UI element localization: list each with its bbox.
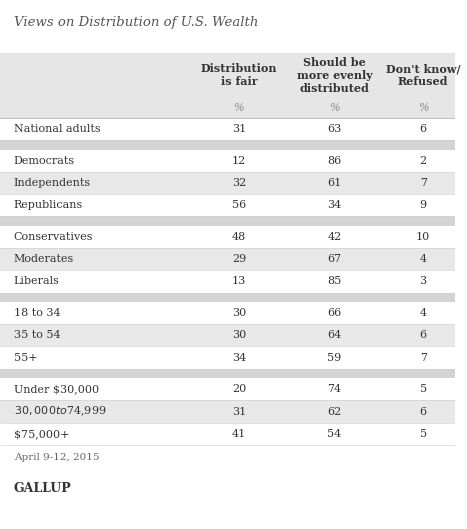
Text: 85: 85	[327, 277, 341, 286]
Text: Independents: Independents	[14, 178, 91, 188]
Text: 13: 13	[232, 277, 246, 286]
Text: 9: 9	[420, 200, 427, 210]
Text: Moderates: Moderates	[14, 254, 74, 264]
Bar	[0, 369, 455, 378]
Text: 61: 61	[327, 178, 341, 188]
Text: Views on Distribution of U.S. Wealth: Views on Distribution of U.S. Wealth	[14, 16, 258, 29]
Text: 48: 48	[232, 232, 246, 242]
Text: 74: 74	[327, 385, 341, 394]
Text: 34: 34	[327, 200, 341, 210]
Text: Republicans: Republicans	[14, 200, 83, 210]
Text: 30: 30	[232, 308, 246, 318]
Text: 2: 2	[420, 156, 427, 166]
Bar	[0, 293, 455, 302]
Bar	[0, 140, 455, 150]
Text: GALLUP: GALLUP	[14, 482, 71, 495]
Text: 12: 12	[232, 156, 246, 166]
Text: 5: 5	[420, 385, 427, 394]
Text: 4: 4	[420, 308, 427, 318]
Text: 54: 54	[327, 429, 341, 439]
Text: 55+: 55+	[14, 353, 37, 362]
Text: 6: 6	[420, 124, 427, 134]
Bar	[0, 302, 455, 324]
Text: 29: 29	[232, 254, 246, 264]
Text: 56: 56	[232, 200, 246, 210]
Bar	[0, 118, 455, 140]
Bar	[0, 248, 455, 270]
Text: 35 to 54: 35 to 54	[14, 331, 60, 340]
Bar	[0, 194, 455, 216]
Bar	[0, 53, 455, 98]
Bar	[0, 423, 455, 445]
Text: 66: 66	[327, 308, 341, 318]
Text: 62: 62	[327, 407, 341, 416]
Text: Democrats: Democrats	[14, 156, 75, 166]
Bar	[0, 98, 455, 118]
Text: $75,000+: $75,000+	[14, 429, 69, 439]
Text: 34: 34	[232, 353, 246, 362]
Text: 5: 5	[420, 429, 427, 439]
Text: 4: 4	[420, 254, 427, 264]
Text: 64: 64	[327, 331, 341, 340]
Text: $30,000 to $74,999: $30,000 to $74,999	[14, 405, 106, 418]
Text: Should be
more evenly
distributed: Should be more evenly distributed	[297, 57, 372, 94]
Text: Under $30,000: Under $30,000	[14, 385, 99, 394]
Text: 67: 67	[327, 254, 341, 264]
Text: 18 to 34: 18 to 34	[14, 308, 60, 318]
Text: %: %	[329, 103, 340, 113]
Text: 31: 31	[232, 407, 246, 416]
Text: 6: 6	[420, 407, 427, 416]
Text: Conservatives: Conservatives	[14, 232, 93, 242]
Text: Liberals: Liberals	[14, 277, 59, 286]
Text: National adults: National adults	[14, 124, 100, 134]
Bar	[0, 172, 455, 194]
Bar	[0, 324, 455, 346]
Text: 86: 86	[327, 156, 341, 166]
Bar	[0, 270, 455, 293]
Text: 59: 59	[327, 353, 341, 362]
Text: 7: 7	[420, 178, 427, 188]
Bar	[0, 150, 455, 172]
Text: Don't know/
Refused: Don't know/ Refused	[386, 63, 460, 87]
Text: 30: 30	[232, 331, 246, 340]
Text: 32: 32	[232, 178, 246, 188]
Text: April 9-12, 2015: April 9-12, 2015	[14, 453, 99, 462]
Text: 3: 3	[420, 277, 427, 286]
Text: 31: 31	[232, 124, 246, 134]
Text: 7: 7	[420, 353, 427, 362]
Bar	[0, 346, 455, 369]
Text: 6: 6	[420, 331, 427, 340]
Text: %: %	[234, 103, 244, 113]
Text: %: %	[418, 103, 429, 113]
Text: 63: 63	[327, 124, 341, 134]
Bar	[0, 216, 455, 226]
Text: 10: 10	[416, 232, 430, 242]
Text: 41: 41	[232, 429, 246, 439]
Text: 20: 20	[232, 385, 246, 394]
Bar	[0, 400, 455, 423]
Text: 42: 42	[327, 232, 341, 242]
Text: Distribution
is fair: Distribution is fair	[201, 63, 277, 87]
Bar	[0, 226, 455, 248]
Bar	[0, 378, 455, 400]
